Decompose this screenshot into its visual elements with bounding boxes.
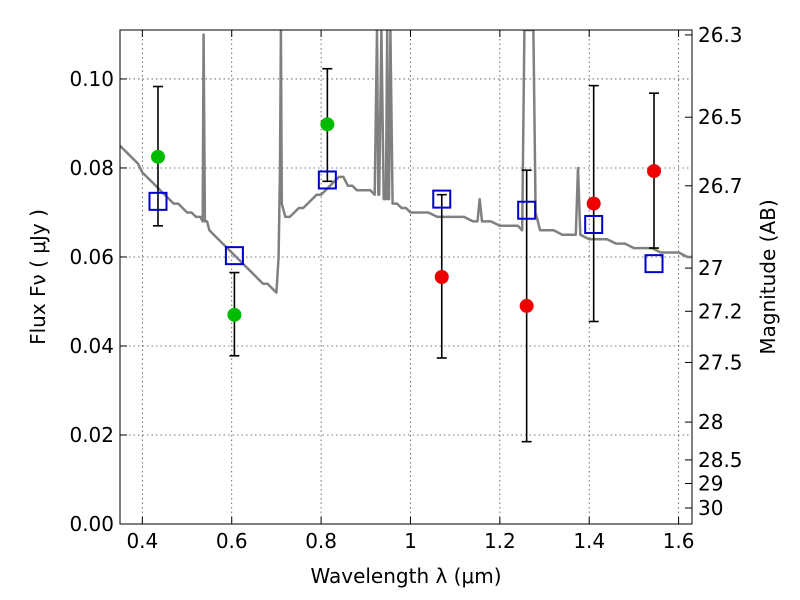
magnitude-tick-label: 28 [698, 410, 723, 434]
magnitude-tick-label: 29 [698, 472, 723, 496]
y-tick-label: 0.10 [69, 67, 114, 91]
x-tick-label: 0.8 [305, 529, 337, 553]
x-tick-label: 0.6 [216, 529, 248, 553]
model-square-point [317, 170, 337, 190]
x-tick-label: 1.2 [484, 529, 516, 553]
magnitude-tick-label: 26.5 [698, 105, 743, 129]
spectrum-line [120, 30, 692, 294]
plot-frame [119, 29, 693, 525]
y-tick-label: 0.02 [69, 423, 114, 447]
grid-layer [120, 30, 692, 524]
x-axis-title: Wavelength λ (μm) [310, 564, 501, 588]
magnitude-tick-label: 28.5 [698, 448, 743, 472]
model-square-point [584, 214, 604, 234]
tick-layer: 0.4 0.6 0.8 1 1.2 1.4 1.6 0.00 0.02 0.04 0.06 0.08 0… [69, 23, 742, 553]
model-square-point [148, 191, 168, 211]
magnitude-tick-label: 26.7 [698, 174, 743, 198]
magnitude-tick-label: 27.2 [698, 299, 743, 323]
y-tick-label: 0.08 [69, 156, 114, 180]
green-data-point [227, 307, 242, 322]
magnitude-tick-label: 27 [698, 256, 723, 280]
x-tick-label: 1 [404, 529, 417, 553]
right-axis-title: Magnitude (AB) [756, 199, 780, 354]
red-data-point [647, 164, 662, 179]
red-data-point [434, 270, 449, 284]
y-tick-label: 0.00 [69, 512, 114, 536]
y-axis-label: Flux Fν ( μJy ) [26, 209, 50, 345]
green-data-point [320, 117, 335, 132]
y-tick-label: 0.06 [69, 245, 114, 269]
x-tick-label: 1.6 [663, 529, 695, 553]
red-data-point [519, 298, 534, 313]
model-square-point [644, 254, 664, 274]
magnitude-tick-label: 26.3 [698, 23, 743, 47]
model-square-point [432, 189, 452, 209]
y-axis-title: Flux Fν ( μJy ) [26, 209, 50, 345]
marker-layer [148, 117, 664, 322]
green-data-point [150, 149, 165, 164]
magnitude-tick-label: 30 [698, 496, 723, 520]
x-tick-label: 0.4 [126, 529, 158, 553]
x-tick-label: 1.4 [573, 529, 605, 553]
x-axis-label: Wavelength λ (μm) [310, 564, 501, 588]
spectrum-layer [120, 30, 692, 294]
magnitude-tick-label: 27.5 [698, 350, 743, 374]
magnitude-axis-label: Magnitude (AB) [756, 199, 780, 354]
y-tick-label: 0.04 [69, 334, 114, 358]
model-square-point [224, 246, 244, 266]
model-square-point [517, 200, 537, 220]
red-data-point [586, 196, 601, 211]
